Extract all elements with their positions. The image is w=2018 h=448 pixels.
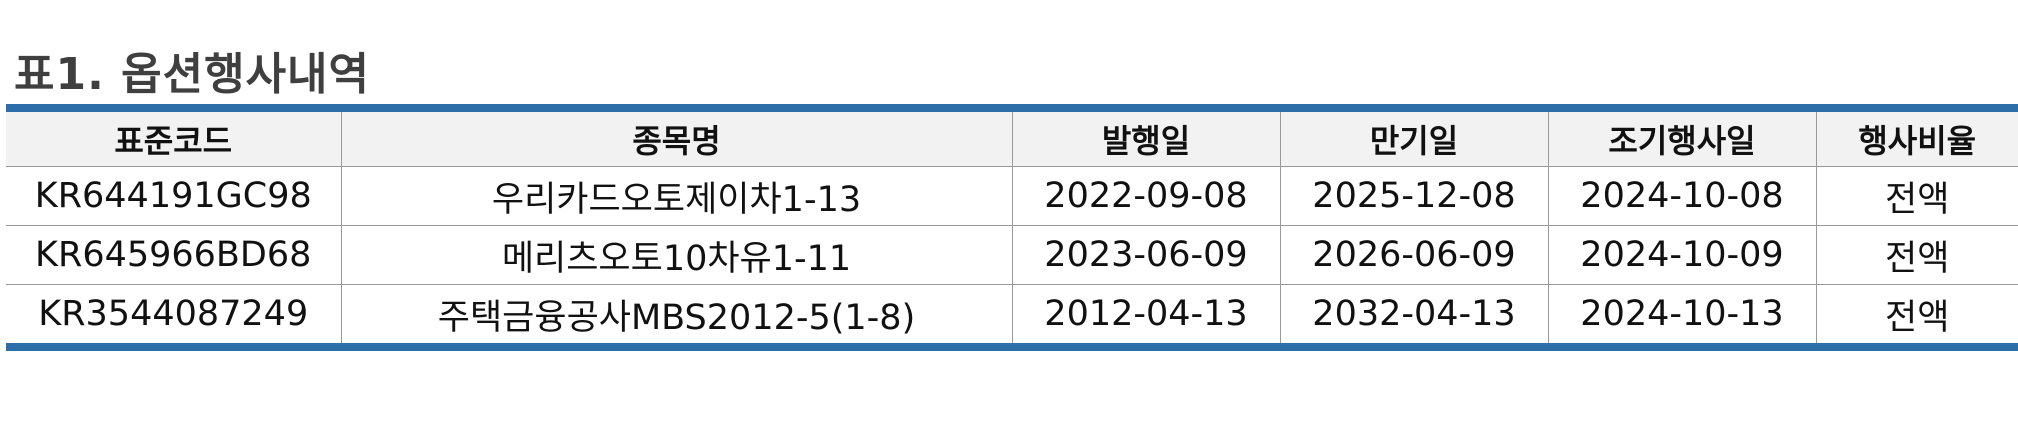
cell-maturity-date: 2025-12-08 (1279, 166, 1548, 226)
cell-issue-date: 2012-04-13 (1011, 284, 1280, 343)
cell-standard-code: KR3544087249 (6, 284, 341, 343)
column-header-maturity-date: 만기일 (1279, 112, 1548, 167)
cell-issue-name: 주택금융공사MBS2012-5(1-8) (340, 284, 1012, 343)
cell-exercise-ratio: 전액 (1815, 225, 2018, 285)
table-row: KR3544087249 주택금융공사MBS2012-5(1-8) 2012-0… (6, 284, 2018, 343)
cell-issue-date: 2022-09-08 (1011, 166, 1280, 226)
cell-issue-name: 메리츠오토10차유1-11 (340, 225, 1012, 285)
cell-standard-code: KR645966BD68 (6, 225, 341, 285)
table-row: KR645966BD68 메리츠오토10차유1-11 2023-06-09 20… (6, 225, 2018, 285)
cell-issue-date: 2023-06-09 (1011, 225, 1280, 285)
cell-exercise-ratio: 전액 (1815, 166, 2018, 226)
column-header-early-exercise-date: 조기행사일 (1547, 112, 1816, 167)
cell-standard-code: KR644191GC98 (6, 166, 341, 226)
data-table: 표준코드 종목명 발행일 만기일 조기행사일 행사비율 KR644191GC98… (6, 112, 2018, 343)
table-title: 표1. 옵션행사내역 (14, 49, 371, 100)
cell-maturity-date: 2032-04-13 (1279, 284, 1548, 343)
cell-early-exercise-date: 2024-10-08 (1547, 166, 1816, 226)
cell-exercise-ratio: 전액 (1815, 284, 2018, 343)
column-header-exercise-ratio: 행사비율 (1815, 112, 2018, 167)
cell-early-exercise-date: 2024-10-13 (1547, 284, 1816, 343)
cell-issue-name: 우리카드오토제이차1-13 (340, 166, 1012, 226)
column-header-issue-name: 종목명 (340, 112, 1012, 167)
column-header-issue-date: 발행일 (1011, 112, 1280, 167)
cell-early-exercise-date: 2024-10-09 (1547, 225, 1816, 285)
option-exercise-table: 표준코드 종목명 발행일 만기일 조기행사일 행사비율 KR644191GC98… (6, 104, 2018, 351)
cell-maturity-date: 2026-06-09 (1279, 225, 1548, 285)
column-header-standard-code: 표준코드 (6, 112, 341, 167)
header-row: 표준코드 종목명 발행일 만기일 조기행사일 행사비율 (6, 112, 2018, 167)
table-row: KR644191GC98 우리카드오토제이차1-13 2022-09-08 20… (6, 166, 2018, 226)
